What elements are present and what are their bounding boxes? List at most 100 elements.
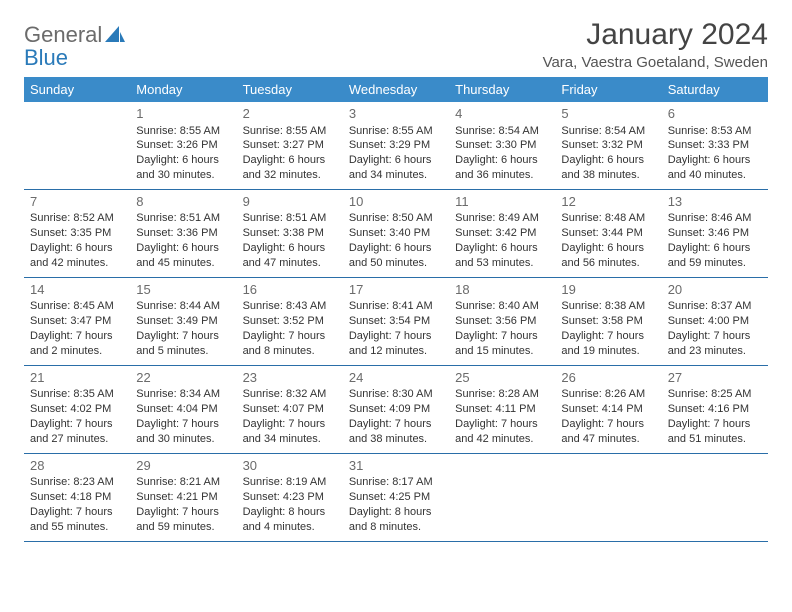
sunrise-line: Sunrise: 8:26 AM <box>561 387 655 402</box>
calendar: SundayMondayTuesdayWednesdayThursdayFrid… <box>24 77 768 542</box>
calendar-day-cell: 6Sunrise: 8:53 AMSunset: 3:33 PMDaylight… <box>662 102 768 189</box>
sunrise-line: Sunrise: 8:25 AM <box>668 387 762 402</box>
calendar-day-cell: 2Sunrise: 8:55 AMSunset: 3:27 PMDaylight… <box>237 102 343 189</box>
sunset-line: Sunset: 3:36 PM <box>136 226 230 241</box>
calendar-day-cell: 3Sunrise: 8:55 AMSunset: 3:29 PMDaylight… <box>343 102 449 189</box>
sunrise-line: Sunrise: 8:30 AM <box>349 387 443 402</box>
brand-part1: General <box>24 22 102 47</box>
daylight-line: Daylight: 6 hours and 36 minutes. <box>455 153 549 183</box>
daylight-line: Daylight: 7 hours and 34 minutes. <box>243 417 337 447</box>
daylight-line: Daylight: 6 hours and 59 minutes. <box>668 241 762 271</box>
day-number: 24 <box>349 369 443 387</box>
sunset-line: Sunset: 3:46 PM <box>668 226 762 241</box>
sunset-line: Sunset: 4:02 PM <box>30 402 124 417</box>
daylight-line: Daylight: 7 hours and 38 minutes. <box>349 417 443 447</box>
day-number: 7 <box>30 193 124 211</box>
daylight-line: Daylight: 7 hours and 27 minutes. <box>30 417 124 447</box>
sunset-line: Sunset: 4:00 PM <box>668 314 762 329</box>
daylight-line: Daylight: 7 hours and 19 minutes. <box>561 329 655 359</box>
calendar-day-cell: 11Sunrise: 8:49 AMSunset: 3:42 PMDayligh… <box>449 190 555 277</box>
sunset-line: Sunset: 4:16 PM <box>668 402 762 417</box>
sunset-line: Sunset: 4:04 PM <box>136 402 230 417</box>
daylight-line: Daylight: 6 hours and 45 minutes. <box>136 241 230 271</box>
sunset-line: Sunset: 3:54 PM <box>349 314 443 329</box>
sunrise-line: Sunrise: 8:23 AM <box>30 475 124 490</box>
sunrise-line: Sunrise: 8:53 AM <box>668 124 762 139</box>
sunset-line: Sunset: 3:26 PM <box>136 138 230 153</box>
daylight-line: Daylight: 6 hours and 32 minutes. <box>243 153 337 183</box>
sunrise-line: Sunrise: 8:21 AM <box>136 475 230 490</box>
day-number: 25 <box>455 369 549 387</box>
calendar-day-cell: 16Sunrise: 8:43 AMSunset: 3:52 PMDayligh… <box>237 278 343 365</box>
calendar-week-row: 14Sunrise: 8:45 AMSunset: 3:47 PMDayligh… <box>24 278 768 366</box>
daylight-line: Daylight: 6 hours and 47 minutes. <box>243 241 337 271</box>
sunrise-line: Sunrise: 8:55 AM <box>136 124 230 139</box>
weekday-header: Saturday <box>662 77 768 102</box>
day-number: 6 <box>668 105 762 123</box>
calendar-week-row: 28Sunrise: 8:23 AMSunset: 4:18 PMDayligh… <box>24 454 768 542</box>
day-number: 17 <box>349 281 443 299</box>
sunrise-line: Sunrise: 8:44 AM <box>136 299 230 314</box>
sunset-line: Sunset: 4:07 PM <box>243 402 337 417</box>
sunset-line: Sunset: 3:40 PM <box>349 226 443 241</box>
calendar-day-cell <box>662 454 768 541</box>
sunrise-line: Sunrise: 8:41 AM <box>349 299 443 314</box>
calendar-day-cell: 24Sunrise: 8:30 AMSunset: 4:09 PMDayligh… <box>343 366 449 453</box>
sunset-line: Sunset: 3:49 PM <box>136 314 230 329</box>
weekday-header: Friday <box>555 77 661 102</box>
calendar-day-cell: 4Sunrise: 8:54 AMSunset: 3:30 PMDaylight… <box>449 102 555 189</box>
brand-part2: Blue <box>24 45 68 70</box>
day-number: 23 <box>243 369 337 387</box>
calendar-day-cell: 28Sunrise: 8:23 AMSunset: 4:18 PMDayligh… <box>24 454 130 541</box>
sunrise-line: Sunrise: 8:50 AM <box>349 211 443 226</box>
daylight-line: Daylight: 7 hours and 5 minutes. <box>136 329 230 359</box>
sunrise-line: Sunrise: 8:54 AM <box>455 124 549 139</box>
sunrise-line: Sunrise: 8:34 AM <box>136 387 230 402</box>
daylight-line: Daylight: 6 hours and 42 minutes. <box>30 241 124 271</box>
sunrise-line: Sunrise: 8:28 AM <box>455 387 549 402</box>
calendar-day-cell <box>555 454 661 541</box>
sunrise-line: Sunrise: 8:49 AM <box>455 211 549 226</box>
calendar-day-cell <box>24 102 130 189</box>
sunset-line: Sunset: 3:44 PM <box>561 226 655 241</box>
daylight-line: Daylight: 7 hours and 59 minutes. <box>136 505 230 535</box>
daylight-line: Daylight: 7 hours and 2 minutes. <box>30 329 124 359</box>
calendar-day-cell: 8Sunrise: 8:51 AMSunset: 3:36 PMDaylight… <box>130 190 236 277</box>
sunrise-line: Sunrise: 8:32 AM <box>243 387 337 402</box>
sunset-line: Sunset: 3:27 PM <box>243 138 337 153</box>
calendar-day-cell: 31Sunrise: 8:17 AMSunset: 4:25 PMDayligh… <box>343 454 449 541</box>
sunset-line: Sunset: 4:09 PM <box>349 402 443 417</box>
weekday-header: Tuesday <box>237 77 343 102</box>
calendar-day-cell: 22Sunrise: 8:34 AMSunset: 4:04 PMDayligh… <box>130 366 236 453</box>
daylight-line: Daylight: 8 hours and 8 minutes. <box>349 505 443 535</box>
day-number: 22 <box>136 369 230 387</box>
daylight-line: Daylight: 7 hours and 51 minutes. <box>668 417 762 447</box>
day-number: 5 <box>561 105 655 123</box>
calendar-body: 1Sunrise: 8:55 AMSunset: 3:26 PMDaylight… <box>24 102 768 542</box>
daylight-line: Daylight: 7 hours and 23 minutes. <box>668 329 762 359</box>
day-number: 16 <box>243 281 337 299</box>
day-number: 12 <box>561 193 655 211</box>
calendar-day-cell: 25Sunrise: 8:28 AMSunset: 4:11 PMDayligh… <box>449 366 555 453</box>
sunrise-line: Sunrise: 8:55 AM <box>349 124 443 139</box>
daylight-line: Daylight: 7 hours and 42 minutes. <box>455 417 549 447</box>
calendar-day-cell: 1Sunrise: 8:55 AMSunset: 3:26 PMDaylight… <box>130 102 236 189</box>
calendar-day-cell: 21Sunrise: 8:35 AMSunset: 4:02 PMDayligh… <box>24 366 130 453</box>
day-number: 26 <box>561 369 655 387</box>
sunset-line: Sunset: 3:42 PM <box>455 226 549 241</box>
sunrise-line: Sunrise: 8:17 AM <box>349 475 443 490</box>
sunset-line: Sunset: 3:30 PM <box>455 138 549 153</box>
sunset-line: Sunset: 4:25 PM <box>349 490 443 505</box>
calendar-day-cell: 27Sunrise: 8:25 AMSunset: 4:16 PMDayligh… <box>662 366 768 453</box>
day-number: 2 <box>243 105 337 123</box>
day-number: 1 <box>136 105 230 123</box>
day-number: 31 <box>349 457 443 475</box>
day-number: 11 <box>455 193 549 211</box>
sunset-line: Sunset: 3:32 PM <box>561 138 655 153</box>
sunrise-line: Sunrise: 8:46 AM <box>668 211 762 226</box>
day-number: 14 <box>30 281 124 299</box>
calendar-day-cell: 17Sunrise: 8:41 AMSunset: 3:54 PMDayligh… <box>343 278 449 365</box>
sunset-line: Sunset: 4:23 PM <box>243 490 337 505</box>
sunset-line: Sunset: 4:14 PM <box>561 402 655 417</box>
calendar-day-cell: 20Sunrise: 8:37 AMSunset: 4:00 PMDayligh… <box>662 278 768 365</box>
